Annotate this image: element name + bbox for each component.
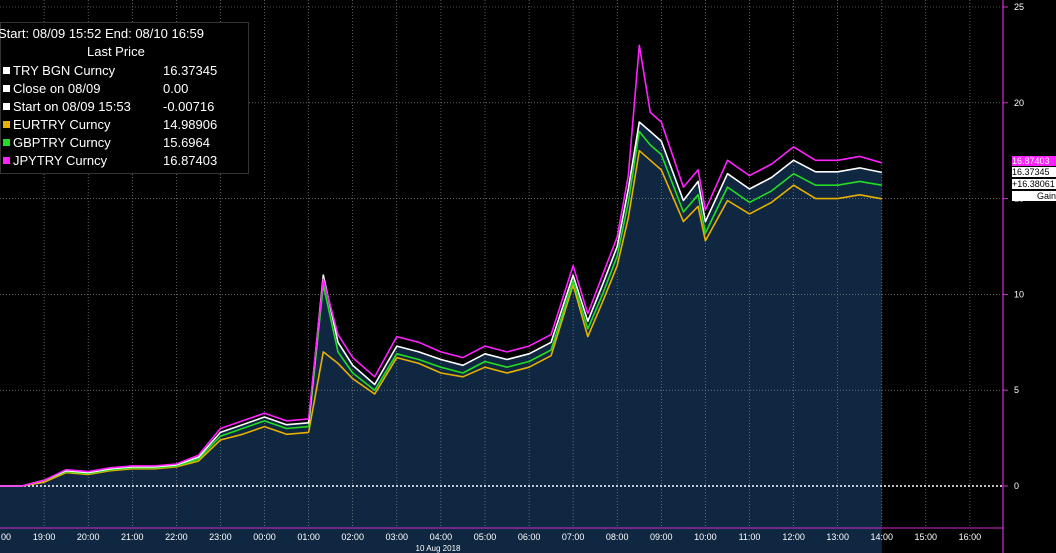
x-tick-label: 13:00 bbox=[826, 532, 849, 542]
series-line-try bbox=[0, 121, 882, 487]
x-tick-label: 00 bbox=[1, 532, 11, 542]
legend-row-jpy: JPYTRY Curncy 16.87403 bbox=[3, 151, 217, 169]
legend-value-try: 16.37345 bbox=[163, 62, 218, 78]
x-tick-label: 16:00 bbox=[959, 532, 982, 542]
price-tag-gain: +16.38061 bbox=[1012, 179, 1056, 189]
legend-name-jpy: JPYTRY Curncy bbox=[13, 152, 108, 168]
chart-area-fill bbox=[0, 122, 882, 553]
y-tick-label: 20 bbox=[1014, 98, 1024, 108]
x-tick-label: 06:00 bbox=[518, 532, 541, 542]
legend-date-range: Start: 08/09 15:52 End: 08/10 16:59 bbox=[0, 26, 204, 41]
legend-row-start: Start on 08/09 15:53 -0.00716 bbox=[3, 97, 214, 115]
x-tick-label: 03:00 bbox=[386, 532, 409, 542]
legend-swatch-eur bbox=[3, 121, 10, 129]
x-tick-label: 11:00 bbox=[739, 532, 761, 542]
legend-row-eur: EURTRY Curncy 14.98906 bbox=[3, 115, 217, 133]
legend-value-eur: 14.98906 bbox=[163, 116, 218, 132]
legend-swatch-try bbox=[3, 67, 10, 75]
x-tick-label: 14:00 bbox=[871, 532, 894, 542]
y-tick-label: 10 bbox=[1014, 289, 1024, 299]
legend-name-start: Start on 08/09 15:53 bbox=[13, 98, 131, 114]
y-tick-label: 25 bbox=[1014, 2, 1024, 12]
x-tick-label: 01:00 bbox=[297, 532, 320, 542]
x-tick-label: 12:00 bbox=[782, 532, 805, 542]
x-tick-label: 04:00 bbox=[430, 532, 453, 542]
chart-legend: Start: 08/09 15:52 End: 08/10 16:59 Last… bbox=[0, 22, 249, 174]
y-tick-label: 5 bbox=[1014, 385, 1019, 395]
legend-row-try: TRY BGN Curncy 16.37345 bbox=[3, 61, 217, 79]
series-line-eurtry bbox=[0, 149, 882, 487]
legend-swatch-start bbox=[3, 103, 10, 111]
legend-value-jpy: 16.87403 bbox=[163, 152, 218, 168]
legend-name-gbp: GBPTRY Curncy bbox=[13, 134, 111, 150]
x-tick-label: 21:00 bbox=[121, 532, 144, 542]
legend-swatch-jpy bbox=[3, 157, 10, 165]
x-date-label: 10 Aug 2018 bbox=[416, 544, 461, 553]
x-tick-label: 10:00 bbox=[694, 532, 717, 542]
price-tag-jpy: 16.87403 bbox=[1012, 156, 1056, 166]
price-tag-try: 16.37345 bbox=[1012, 167, 1056, 177]
legend-value-close: 0.00 bbox=[163, 80, 189, 96]
x-tick-label: 05:00 bbox=[474, 532, 497, 542]
legend-header: Last Price bbox=[87, 44, 145, 59]
legend-value-start: -0.00716 bbox=[163, 98, 215, 114]
x-tick-label: 23:00 bbox=[209, 532, 232, 542]
x-tick-label: 15:00 bbox=[915, 532, 938, 542]
price-tag-gain-label: Gain bbox=[1012, 191, 1056, 201]
series-line-gbptry bbox=[0, 130, 882, 487]
series-line-jpytry bbox=[0, 44, 883, 487]
x-tick-label: 08:00 bbox=[606, 532, 629, 542]
x-tick-label: 09:00 bbox=[650, 532, 673, 542]
legend-name-close: Close on 08/09 bbox=[13, 80, 101, 96]
x-tick-label: 02:00 bbox=[341, 532, 364, 542]
x-tick-label: 07:00 bbox=[562, 532, 585, 542]
x-tick-label: 22:00 bbox=[165, 532, 188, 542]
x-tick-label: 00:00 bbox=[253, 532, 276, 542]
x-tick-label: 20:00 bbox=[77, 532, 100, 542]
y-tick-label: 0 bbox=[1014, 481, 1019, 491]
legend-name-eur: EURTRY Curncy bbox=[13, 116, 111, 132]
x-tick-label: 19:00 bbox=[33, 532, 56, 542]
legend-name-try: TRY BGN Curncy bbox=[13, 62, 116, 78]
legend-row-close: Close on 08/09 0.00 bbox=[3, 79, 188, 97]
legend-row-gbp: GBPTRY Curncy 15.6964 bbox=[3, 133, 210, 151]
legend-swatch-gbp bbox=[3, 139, 10, 147]
legend-swatch-close bbox=[3, 85, 10, 93]
legend-value-gbp: 15.6964 bbox=[163, 134, 210, 150]
